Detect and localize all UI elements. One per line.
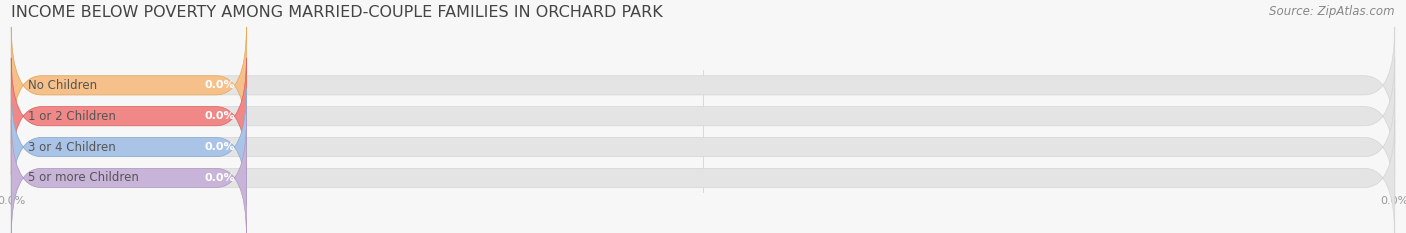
FancyBboxPatch shape <box>11 89 246 206</box>
FancyBboxPatch shape <box>11 58 1395 175</box>
FancyBboxPatch shape <box>11 58 246 175</box>
Text: 0.0%: 0.0% <box>205 111 235 121</box>
Text: 0.0%: 0.0% <box>205 173 235 183</box>
FancyBboxPatch shape <box>11 27 1395 144</box>
Text: Source: ZipAtlas.com: Source: ZipAtlas.com <box>1270 5 1395 18</box>
Text: 0.0%: 0.0% <box>205 142 235 152</box>
FancyBboxPatch shape <box>11 89 1395 206</box>
FancyBboxPatch shape <box>11 120 246 233</box>
Text: 5 or more Children: 5 or more Children <box>28 171 139 185</box>
Text: 3 or 4 Children: 3 or 4 Children <box>28 140 115 154</box>
Text: 1 or 2 Children: 1 or 2 Children <box>28 110 115 123</box>
Text: 0.0%: 0.0% <box>205 80 235 90</box>
Text: INCOME BELOW POVERTY AMONG MARRIED-COUPLE FAMILIES IN ORCHARD PARK: INCOME BELOW POVERTY AMONG MARRIED-COUPL… <box>11 5 664 20</box>
FancyBboxPatch shape <box>11 27 246 144</box>
Text: No Children: No Children <box>28 79 97 92</box>
FancyBboxPatch shape <box>11 120 1395 233</box>
